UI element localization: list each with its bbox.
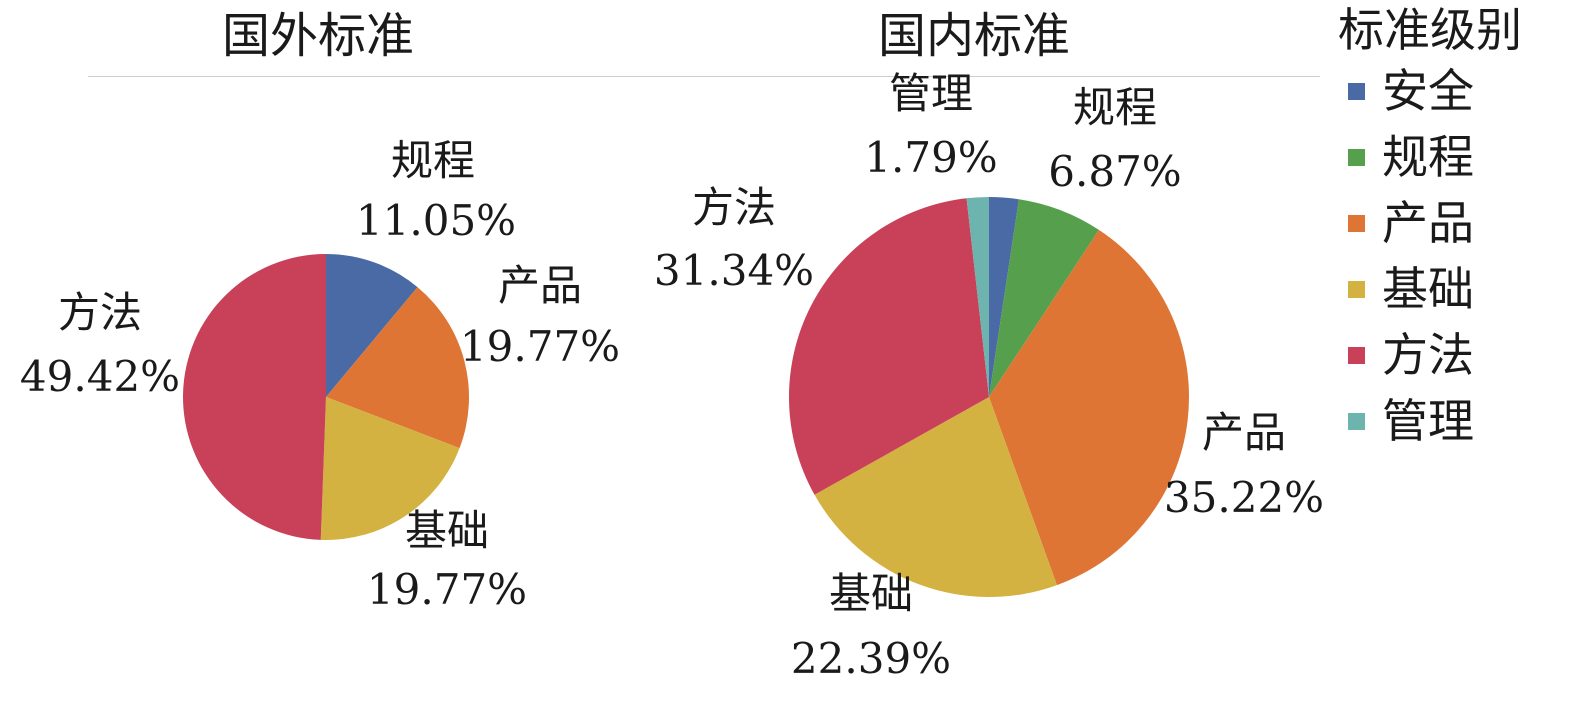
foreign-pie-value-safety: 11.05% — [356, 196, 516, 245]
domestic-pie-label-product: 产品 — [1202, 408, 1286, 457]
domestic-pie-value-procedure: 6.87% — [1048, 147, 1181, 196]
foreign-pie-value-method: 49.42% — [20, 352, 180, 401]
foreign-pie-label-safety: 规程 — [391, 136, 475, 185]
domestic-pie-value-management: 1.79% — [864, 133, 997, 182]
foreign-pie-value-product: 19.77% — [460, 322, 620, 371]
legend-label-management: 管理 — [1382, 394, 1474, 448]
legend: 标准级别 安全 规程 产品 基础 方法 管理 — [1338, 2, 1522, 454]
legend-swatch-management — [1348, 412, 1365, 430]
domestic-pie-value-method: 31.34% — [654, 246, 814, 295]
domestic-pie-label-management: 管理 — [889, 69, 973, 118]
legend-swatch-basic — [1348, 280, 1365, 298]
domestic-pie-slice-method — [789, 198, 989, 495]
title-divider — [88, 76, 1320, 77]
legend-label-basic: 基础 — [1382, 262, 1474, 316]
foreign-pie-slice-basic — [320, 397, 460, 540]
legend-swatch-procedure — [1348, 148, 1365, 166]
foreign-pie-value-basic: 19.77% — [367, 565, 527, 614]
domestic-pie-label-procedure: 规程 — [1073, 83, 1157, 132]
legend-item-management: 管理 — [1338, 388, 1522, 454]
legend-swatch-safety — [1348, 82, 1365, 100]
foreign-pie-slice-product — [326, 287, 469, 449]
legend-item-basic: 基础 — [1338, 256, 1522, 322]
legend-item-product: 产品 — [1338, 190, 1522, 256]
legend-label-safety: 安全 — [1382, 64, 1474, 118]
foreign-pie-slice-method — [182, 254, 326, 540]
legend-label-method: 方法 — [1382, 328, 1474, 382]
foreign-pie-label-product: 产品 — [498, 261, 582, 310]
domestic-pie-label-method: 方法 — [692, 183, 776, 232]
domestic-pie-title: 国内标准 — [878, 8, 1071, 64]
domestic-pie-value-product: 35.22% — [1164, 473, 1324, 522]
domestic-pie-label-basic: 基础 — [829, 569, 913, 618]
domestic-pie-slice-management — [966, 197, 989, 397]
legend-title: 标准级别 — [1338, 3, 1522, 57]
domestic-pie-slice-safety — [989, 197, 1019, 397]
foreign-pie-label-basic: 基础 — [405, 506, 489, 555]
domestic-pie-slice-procedure — [989, 199, 1099, 397]
legend-item-procedure: 规程 — [1338, 124, 1522, 190]
legend-item-method: 方法 — [1338, 322, 1522, 388]
legend-item-safety: 安全 — [1338, 58, 1522, 124]
legend-swatch-method — [1348, 346, 1365, 364]
foreign-pie-title: 国外标准 — [222, 8, 415, 64]
domestic-pie-value-basic: 22.39% — [791, 634, 951, 683]
domestic-pie-slice-basic — [814, 397, 1057, 597]
foreign-pie-slice-safety — [326, 254, 418, 397]
legend-label-product: 产品 — [1382, 196, 1474, 250]
domestic-pie-slice-product — [989, 229, 1189, 586]
foreign-pie-label-method: 方法 — [58, 288, 142, 337]
legend-swatch-product — [1348, 214, 1365, 232]
legend-label-procedure: 规程 — [1382, 130, 1474, 184]
